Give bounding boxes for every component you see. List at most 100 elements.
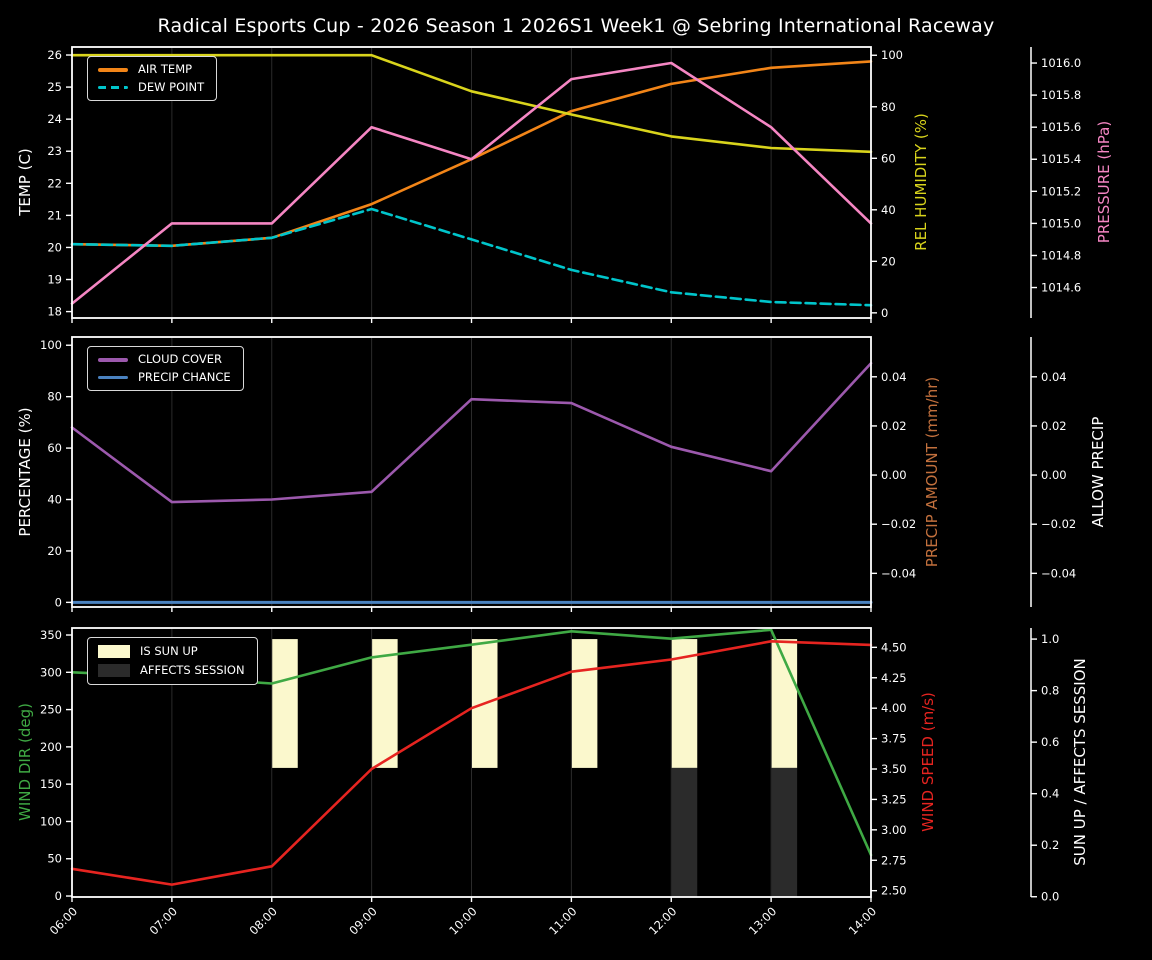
svg-text:350: 350 (40, 628, 62, 642)
pressure-line (70, 61, 873, 305)
precip-amount-axis-label: PRECIP AMOUNT (mm/hr) (923, 376, 941, 568)
svg-text:3.50: 3.50 (881, 762, 907, 776)
svg-text:25: 25 (47, 80, 62, 94)
allow-precip-axis-label: ALLOW PRECIP (1089, 416, 1107, 528)
legend-item-precip-chance: PRECIP CHANCE (98, 369, 231, 384)
affects-session-bar (771, 767, 798, 897)
svg-text:22: 22 (47, 176, 62, 190)
svg-text:100: 100 (881, 48, 903, 62)
svg-text:4.50: 4.50 (881, 640, 907, 654)
is-sun-up-bar (671, 639, 698, 768)
svg-text:0.2: 0.2 (1041, 838, 1059, 852)
x-tick-label: 11:00 (546, 904, 579, 937)
wind-dir-axis-label: WIND DIR (deg) (16, 703, 34, 821)
svg-text:19: 19 (47, 273, 62, 287)
air-temp-swatch (98, 68, 128, 72)
svg-text:100: 100 (40, 814, 62, 828)
svg-text:18: 18 (47, 305, 62, 319)
legend-item-dew-point: DEW POINT (98, 79, 205, 94)
svg-text:1.0: 1.0 (1041, 632, 1059, 646)
svg-text:150: 150 (40, 777, 62, 791)
x-tick-label: 07:00 (147, 904, 180, 937)
svg-text:1015.4: 1015.4 (1041, 152, 1081, 166)
svg-text:24: 24 (47, 112, 62, 126)
legend-item-is-sun-up: IS SUN UP (98, 645, 245, 658)
svg-text:−0.04: −0.04 (1041, 566, 1076, 580)
svg-text:−0.02: −0.02 (1041, 517, 1076, 531)
svg-text:4.00: 4.00 (881, 701, 907, 715)
percentage-axis-label: PERCENTAGE (%) (16, 407, 34, 537)
svg-text:3.25: 3.25 (881, 792, 907, 806)
precipitation-panel: 0 20 40 60 80 100 0.04 0.02 0.00 −0.02 −0.04 0.04 0.… (40, 336, 1076, 612)
svg-text:2.50: 2.50 (881, 884, 907, 898)
dew-point-swatch (98, 85, 128, 89)
svg-text:1014.8: 1014.8 (1041, 248, 1081, 262)
svg-text:4.25: 4.25 (881, 671, 907, 685)
dew-point-line (70, 207, 873, 307)
legend-item-affects-session: AFFECTS SESSION (98, 664, 245, 677)
svg-text:0: 0 (55, 595, 62, 609)
svg-text:200: 200 (40, 740, 62, 754)
affects-session-swatch (98, 664, 130, 677)
legend-item-air-temp: AIR TEMP (98, 62, 204, 76)
svg-text:3.00: 3.00 (881, 823, 907, 837)
x-tick-label: 13:00 (746, 904, 779, 937)
svg-text:250: 250 (40, 703, 62, 717)
cloud-cover-line (70, 361, 873, 504)
svg-text:2.75: 2.75 (881, 853, 907, 867)
wind-speed-axis-label: WIND SPEED (m/s) (919, 692, 937, 832)
svg-text:21: 21 (47, 208, 62, 222)
svg-text:−0.04: −0.04 (881, 566, 916, 580)
air-temp-legend-label: AIR TEMP (138, 62, 193, 76)
precipitation-legend: CLOUD COVER PRECIP CHANCE (87, 346, 244, 391)
legend-item-cloud-cover: CLOUD COVER (98, 353, 231, 366)
dew-point-legend-label: DEW POINT (138, 79, 205, 94)
svg-text:0.00: 0.00 (1041, 468, 1067, 482)
svg-text:80: 80 (881, 100, 896, 114)
x-tick-label: 12:00 (646, 904, 679, 937)
svg-text:0.04: 0.04 (1041, 370, 1067, 384)
rel-humidity-line (70, 53, 873, 154)
is-sun-up-bar (272, 639, 298, 768)
svg-text:60: 60 (881, 151, 896, 165)
is-sun-up-bar (571, 639, 598, 768)
svg-text:100: 100 (40, 338, 62, 352)
svg-text:−0.02: −0.02 (881, 517, 916, 531)
svg-text:50: 50 (47, 852, 62, 866)
precip-chance-legend-label: PRECIP CHANCE (138, 369, 231, 384)
svg-text:26: 26 (47, 48, 62, 62)
x-tick-label: 14:00 (846, 904, 879, 937)
svg-text:80: 80 (47, 390, 62, 404)
affects-session-bar (671, 767, 698, 897)
page-title: Radical Esports Cup - 2026 Season 1 2026… (157, 15, 995, 37)
svg-text:1014.6: 1014.6 (1041, 281, 1081, 295)
x-tick-label: 09:00 (346, 904, 379, 937)
svg-text:60: 60 (47, 441, 62, 455)
x-tick-label: 08:00 (247, 904, 280, 937)
svg-text:0: 0 (55, 889, 62, 903)
svg-text:3.75: 3.75 (881, 732, 907, 746)
svg-text:0.02: 0.02 (881, 419, 907, 433)
svg-text:20: 20 (47, 240, 62, 254)
svg-text:1015.8: 1015.8 (1041, 88, 1081, 102)
svg-text:0.00: 0.00 (881, 468, 907, 482)
svg-text:0.8: 0.8 (1041, 684, 1059, 698)
wind-speed-line (70, 639, 873, 886)
svg-text:1016.0: 1016.0 (1041, 56, 1081, 70)
svg-text:0: 0 (881, 306, 888, 320)
is-sun-up-legend-label: IS SUN UP (140, 643, 198, 658)
svg-text:40: 40 (881, 203, 896, 217)
svg-text:0.4: 0.4 (1041, 787, 1059, 801)
svg-text:1015.2: 1015.2 (1041, 184, 1081, 198)
svg-text:1015.6: 1015.6 (1041, 120, 1081, 134)
x-tick-label: 10:00 (446, 904, 479, 937)
is-sun-up-bar (372, 639, 398, 768)
sun-session-legend: IS SUN UP AFFECTS SESSION (87, 637, 258, 685)
svg-text:40: 40 (47, 493, 62, 507)
affects-session-legend-label: AFFECTS SESSION (140, 662, 245, 677)
svg-text:20: 20 (881, 254, 896, 268)
humidity-axis-label: REL HUMIDITY (%) (912, 113, 930, 251)
svg-text:300: 300 (40, 665, 62, 679)
